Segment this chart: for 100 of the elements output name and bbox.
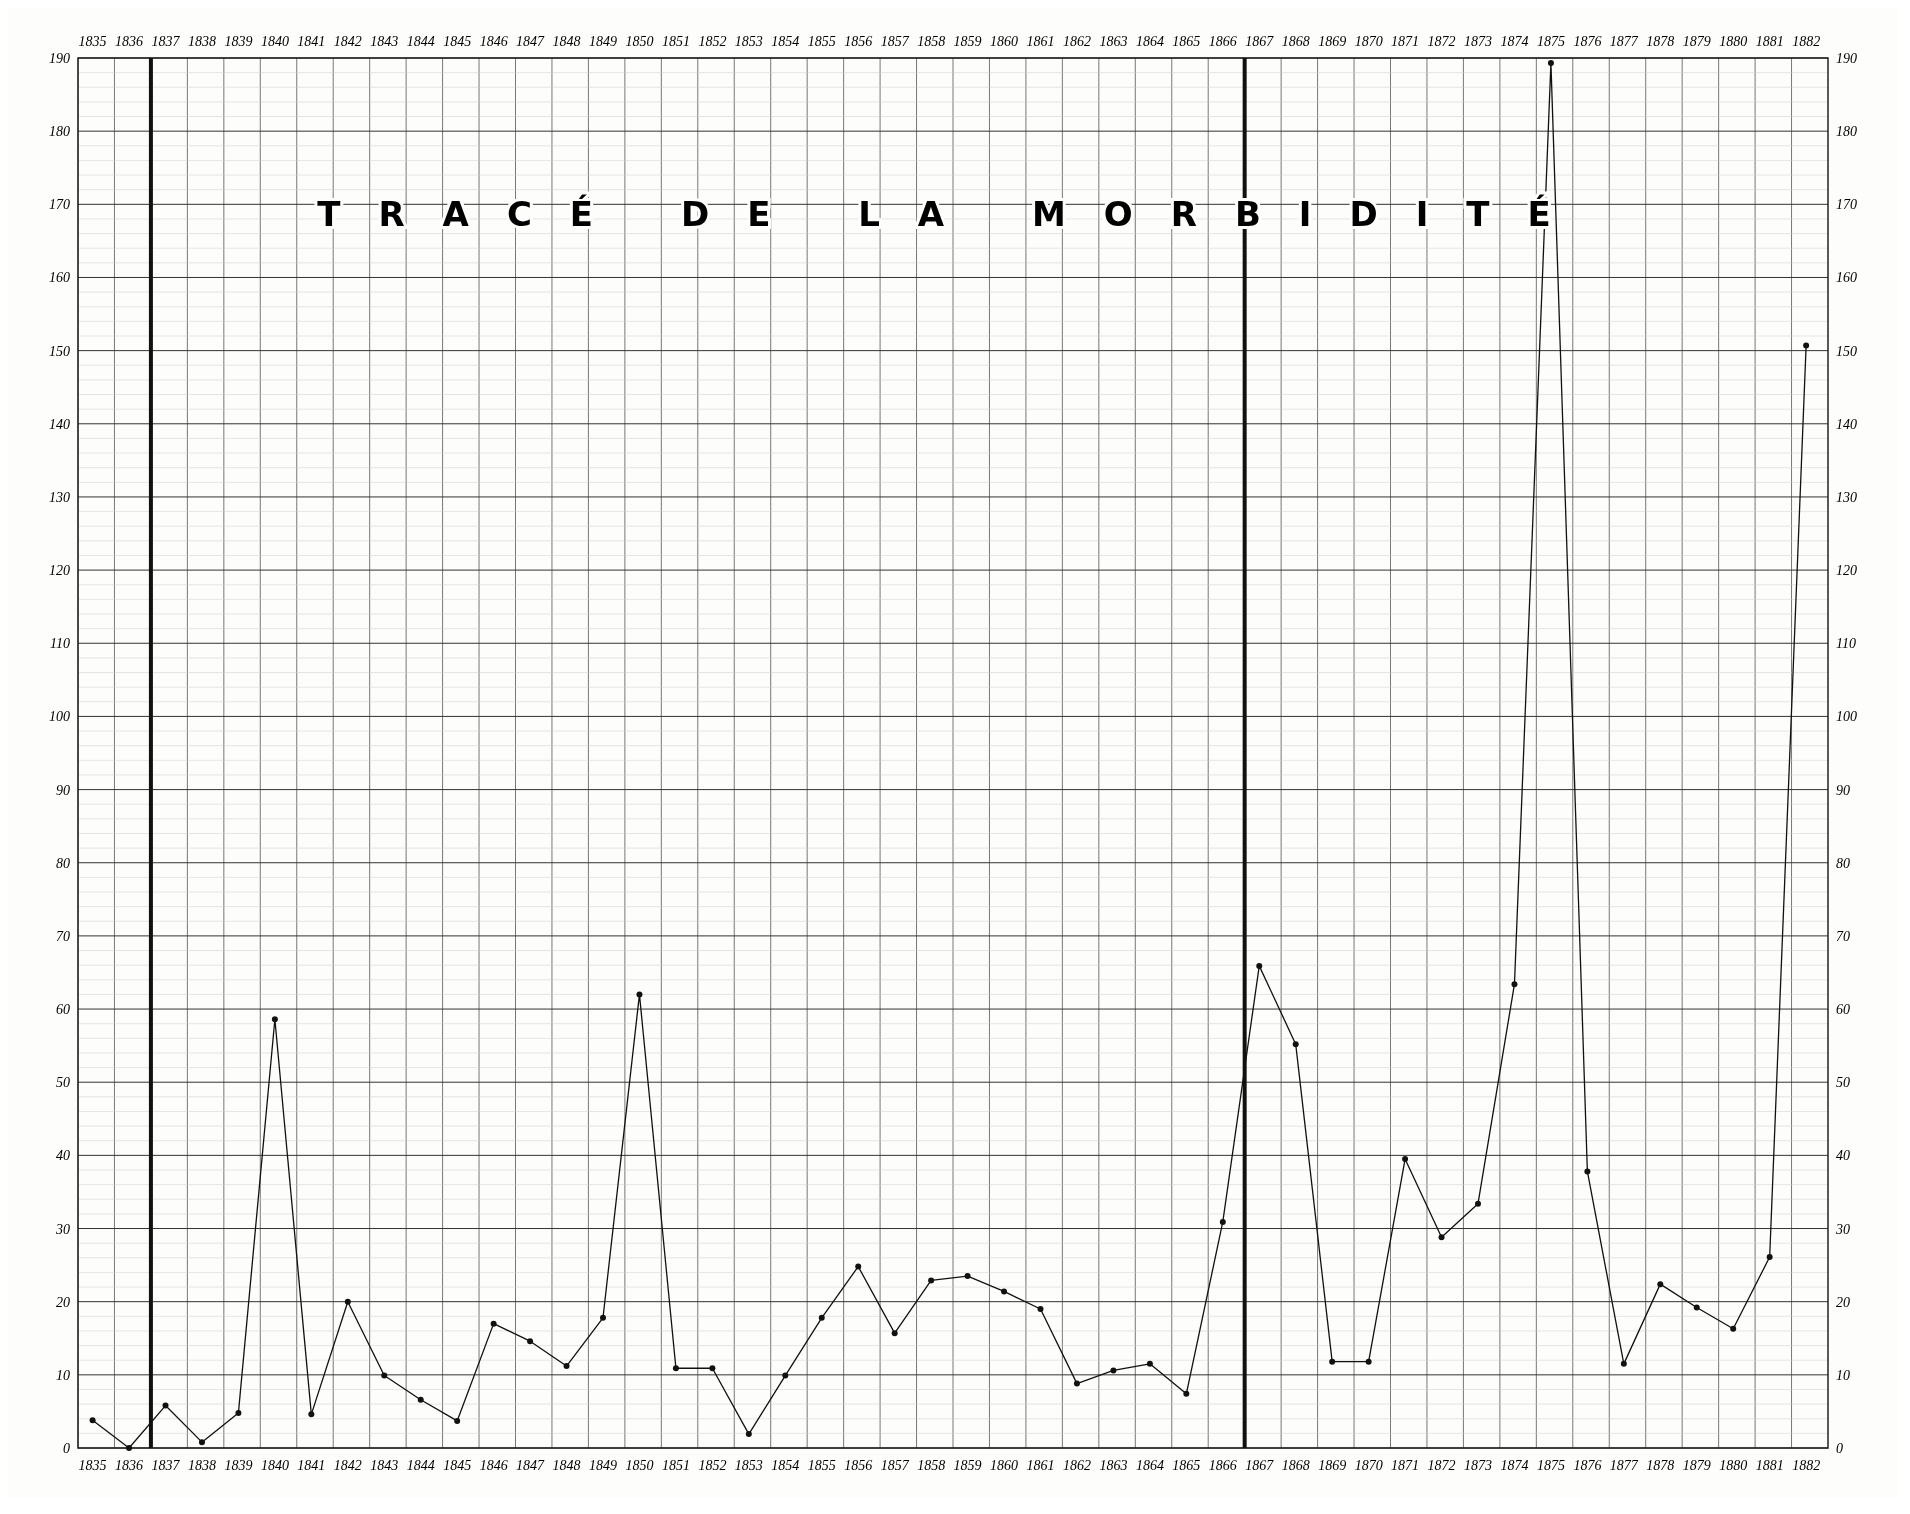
x-tick-label: 1852 (698, 34, 727, 49)
point (1657, 1281, 1664, 1288)
y2-tick-label: 170 (1836, 197, 1857, 213)
y-tick-label: 70 (56, 928, 70, 944)
x-tick-label: 1848 (552, 34, 581, 49)
y-tick-label: 190 (49, 51, 70, 66)
x2-tick-label: 1855 (807, 1458, 836, 1473)
y-tick-label: 0 (63, 1441, 70, 1456)
point (1620, 1360, 1627, 1367)
x2-tick-label: 1841 (297, 1458, 326, 1473)
y-tick-label: 130 (49, 489, 70, 505)
x2-tick-label: 1864 (1135, 1458, 1164, 1473)
point (1803, 342, 1810, 349)
point (709, 1365, 716, 1372)
point (126, 1445, 133, 1451)
x2-tick-label: 1843 (370, 1458, 399, 1473)
y2-tick-label: 180 (1836, 124, 1857, 140)
x-tick-label: 1845 (443, 34, 472, 49)
x-tick-label: 1865 (1172, 34, 1201, 49)
x-tick-label: 1870 (1354, 34, 1383, 49)
point (1329, 1358, 1336, 1365)
x-tick-label: 1849 (589, 34, 617, 49)
y-tick-label: 180 (49, 124, 70, 140)
y-tick-label: 160 (49, 270, 70, 286)
x2-tick-label: 1846 (479, 1458, 508, 1473)
y-tick-label: 60 (56, 1002, 70, 1018)
x2-tick-label: 1880 (1719, 1458, 1748, 1473)
point (1766, 1254, 1773, 1261)
x-tick-label: 1839 (224, 34, 253, 49)
x2-tick-label: 1836 (115, 1458, 144, 1473)
y2-tick-label: 190 (1836, 51, 1857, 66)
x-tick-label: 1836 (115, 34, 144, 49)
x2-tick-label: 1872 (1427, 1458, 1456, 1473)
point (782, 1372, 789, 1379)
point (1402, 1156, 1409, 1163)
y2-tick-label: 160 (1836, 270, 1857, 286)
y2-tick-label: 150 (1836, 343, 1857, 359)
point (162, 1402, 169, 1409)
point (928, 1277, 935, 1284)
x2-tick-label: 1839 (224, 1458, 253, 1473)
x2-tick-label: 1844 (406, 1458, 435, 1473)
x-tick-label: 1867 (1245, 34, 1275, 49)
x-tick-label: 1881 (1755, 34, 1784, 49)
x-tick-label: 1854 (771, 34, 800, 49)
x2-tick-label: 1881 (1755, 1458, 1784, 1473)
x-tick-label: 1860 (990, 34, 1019, 49)
y-tick-label: 120 (49, 563, 70, 579)
point (818, 1314, 825, 1321)
x2-tick-label: 1837 (151, 1458, 181, 1473)
y-tick-label: 150 (49, 343, 70, 359)
point (89, 1417, 96, 1424)
point (1547, 60, 1554, 67)
x-tick-label: 1862 (1062, 34, 1091, 49)
point (1256, 962, 1263, 969)
x-tick-label: 1847 (516, 34, 546, 49)
x-tick-label: 1857 (880, 34, 910, 49)
point (344, 1298, 351, 1305)
y-tick-label: 40 (56, 1148, 70, 1164)
x2-tick-label: 1862 (1062, 1458, 1091, 1473)
x2-tick-label: 1859 (953, 1458, 982, 1473)
point (1037, 1306, 1044, 1312)
point (417, 1396, 424, 1403)
x2-tick-label: 1871 (1391, 1458, 1420, 1473)
x-tick-label: 1859 (953, 34, 982, 49)
x2-tick-label: 1873 (1464, 1458, 1492, 1473)
x2-tick-label: 1868 (1281, 1458, 1310, 1473)
point (198, 1439, 205, 1446)
point (1693, 1304, 1700, 1311)
x2-tick-label: 1867 (1245, 1458, 1275, 1473)
x-tick-label: 1858 (917, 34, 946, 49)
x-tick-label: 1841 (297, 34, 326, 49)
point (1438, 1234, 1445, 1241)
x2-tick-label: 1853 (734, 1458, 763, 1473)
x-tick-label: 1863 (1099, 34, 1128, 49)
x2-tick-label: 1850 (625, 1458, 654, 1473)
x2-tick-label: 1866 (1208, 1458, 1237, 1473)
y2-tick-label: 40 (1836, 1148, 1850, 1164)
point (891, 1330, 898, 1337)
point (745, 1431, 752, 1438)
x-tick-label: 1882 (1792, 34, 1821, 49)
x2-tick-label: 1882 (1792, 1458, 1821, 1473)
x-tick-label: 1837 (151, 34, 181, 49)
point (308, 1411, 315, 1418)
x-tick-label: 1861 (1026, 34, 1055, 49)
x2-tick-label: 1852 (698, 1458, 727, 1473)
x-tick-label: 1871 (1391, 34, 1420, 49)
x2-tick-label: 1851 (661, 1458, 690, 1473)
point (636, 991, 643, 998)
x-tick-label: 1878 (1646, 34, 1675, 49)
point (1001, 1288, 1008, 1295)
x-tick-label: 1850 (625, 34, 654, 49)
point (1110, 1367, 1117, 1374)
y2-tick-label: 60 (1836, 1002, 1850, 1018)
x2-tick-label: 1878 (1646, 1458, 1675, 1473)
y-tick-label: 90 (56, 782, 70, 798)
x2-tick-label: 1875 (1536, 1458, 1565, 1473)
x2-tick-label: 1838 (187, 1458, 216, 1473)
x2-tick-label: 1874 (1500, 1458, 1529, 1473)
x2-tick-label: 1869 (1318, 1458, 1347, 1473)
x2-tick-label: 1840 (260, 1458, 289, 1473)
